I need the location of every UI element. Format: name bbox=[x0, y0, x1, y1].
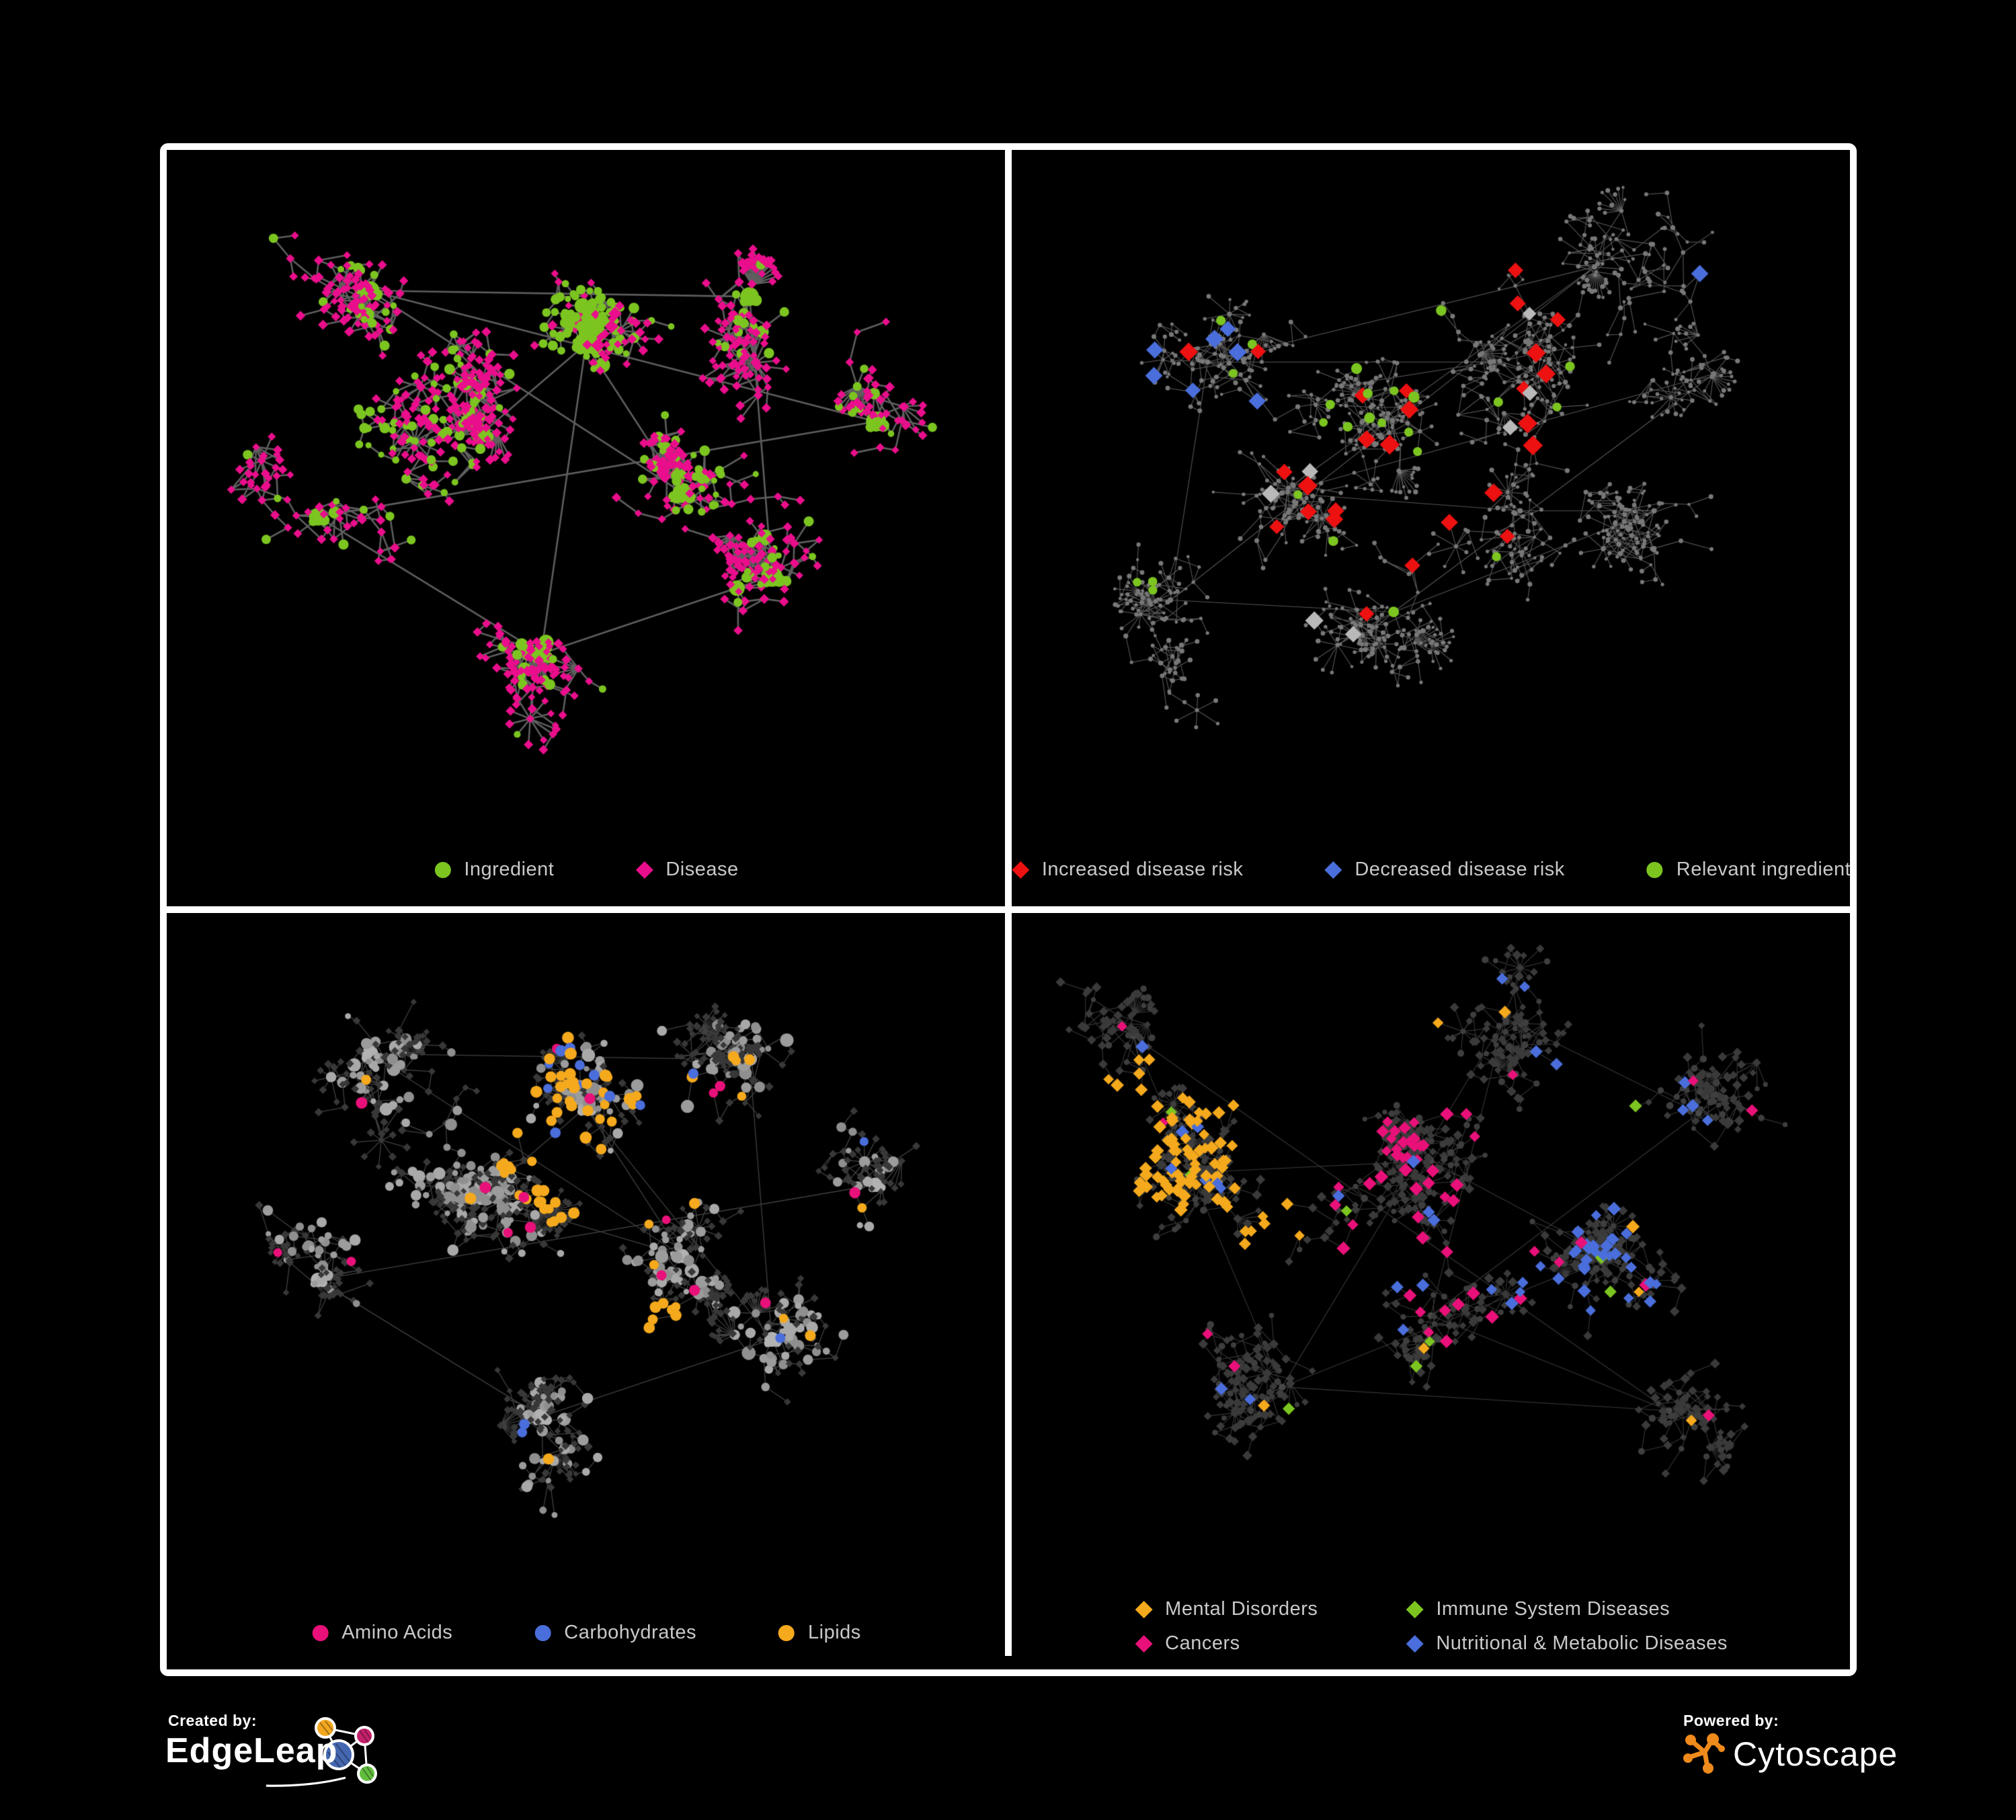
network-canvas-disease-risk bbox=[1012, 150, 1850, 906]
circle-node-marker-icon bbox=[778, 1624, 795, 1641]
network-canvas-ingredient-disease bbox=[167, 150, 1005, 906]
legend-item-carbohydrates: Carbohydrates bbox=[533, 1622, 696, 1644]
legend-label: Decreased disease risk bbox=[1355, 859, 1565, 880]
diamond-node-marker-icon bbox=[1135, 1634, 1153, 1653]
grid-divider-horizontal bbox=[167, 906, 1850, 913]
legend-ingredient-disease: Ingredient Disease bbox=[433, 859, 738, 881]
legend-item-increased-disease-risk: Increased disease risk bbox=[1012, 859, 1243, 881]
panel-nutrient-class-network: Amino Acids Carbohydrates Lipids bbox=[167, 913, 1005, 1669]
diamond-node-marker-icon bbox=[1012, 861, 1029, 879]
diamond-node-marker-icon bbox=[1324, 861, 1342, 879]
legend-item-mental-disorders: Mental Disorders bbox=[1134, 1598, 1318, 1620]
cytoscape-icon bbox=[1683, 1733, 1725, 1774]
legend-label: Ingredient bbox=[464, 859, 555, 880]
circle-node-marker-icon bbox=[434, 861, 451, 878]
legend-item-ingredient: Ingredient bbox=[433, 859, 554, 881]
powered-by-label: Powered by: bbox=[1683, 1712, 1779, 1729]
legend-item-decreased-disease-risk: Decreased disease risk bbox=[1324, 859, 1564, 881]
legend-item-immune-system-diseases: Immune System Diseases bbox=[1405, 1598, 1670, 1620]
circle-node-marker-icon bbox=[1646, 861, 1663, 878]
legend-item-amino-acids: Amino Acids bbox=[311, 1622, 452, 1644]
cytoscape-credit: Powered by: Cytoscape bbox=[1682, 1712, 1897, 1806]
legend-label: Carbohydrates bbox=[564, 1622, 697, 1643]
legend-item-cancers: Cancers bbox=[1134, 1632, 1240, 1655]
legend-label: Nutritional & Metabolic Diseases bbox=[1436, 1632, 1728, 1654]
created-by-label: Created by: bbox=[168, 1712, 257, 1729]
diamond-node-marker-icon bbox=[1135, 1600, 1153, 1618]
legend-disease-class: Mental Disorders Immune System Diseases Ca… bbox=[1134, 1598, 1728, 1655]
edgeleap-logo bbox=[266, 1717, 377, 1787]
diamond-node-marker-icon bbox=[1406, 1634, 1424, 1653]
legend-label: Mental Disorders bbox=[1165, 1598, 1318, 1620]
network-canvas-disease-class bbox=[1012, 913, 1850, 1669]
diamond-node-marker-icon bbox=[1406, 1600, 1424, 1618]
circle-node-marker-icon bbox=[312, 1624, 329, 1641]
legend-label: Amino Acids bbox=[341, 1622, 453, 1643]
edgeleap-node-blue bbox=[323, 1739, 354, 1770]
grid-divider-vertical bbox=[1005, 150, 1012, 1656]
legend-nutrient-class: Amino Acids Carbohydrates Lipids bbox=[311, 1622, 861, 1644]
legend-disease-risk: Increased disease risk Decreased disease … bbox=[1012, 859, 1850, 881]
legend-label: Cancers bbox=[1165, 1632, 1240, 1654]
diamond-node-marker-icon bbox=[635, 861, 653, 879]
legend-item-disease: Disease bbox=[635, 859, 738, 881]
edgeleap-node-magenta bbox=[354, 1726, 374, 1746]
edgeleap-credit: Created by: EdgeLeap bbox=[165, 1712, 448, 1813]
panel-disease-risk-network: Increased disease risk Decreased disease … bbox=[1012, 150, 1850, 906]
legend-item-relevant-ingredient: Relevant ingredient bbox=[1646, 859, 1850, 881]
network-figure-grid: Ingredient Disease Increased disease risk… bbox=[160, 143, 1857, 1676]
legend-item-lipids: Lipids bbox=[777, 1622, 861, 1644]
cytoscape-wordmark: Cytoscape bbox=[1733, 1735, 1898, 1773]
legend-label: Increased disease risk bbox=[1041, 859, 1244, 880]
edgeleap-node-green bbox=[357, 1764, 377, 1784]
legend-label: Disease bbox=[666, 859, 739, 880]
edgeleap-wordmark: EdgeLeap bbox=[165, 1731, 338, 1770]
panel-disease-class-network: Mental Disorders Immune System Diseases Ca… bbox=[1012, 913, 1850, 1669]
panel-ingredient-disease-network: Ingredient Disease bbox=[167, 150, 1005, 906]
legend-label: Relevant ingredient bbox=[1676, 859, 1850, 880]
legend-label: Immune System Diseases bbox=[1436, 1598, 1670, 1620]
legend-item-nutritional-metabolic-diseases: Nutritional & Metabolic Diseases bbox=[1405, 1632, 1727, 1655]
circle-node-marker-icon bbox=[534, 1624, 551, 1641]
edgeleap-node-orange bbox=[315, 1717, 336, 1739]
legend-label: Lipids bbox=[808, 1622, 861, 1643]
network-canvas-nutrient-class bbox=[167, 913, 1005, 1669]
